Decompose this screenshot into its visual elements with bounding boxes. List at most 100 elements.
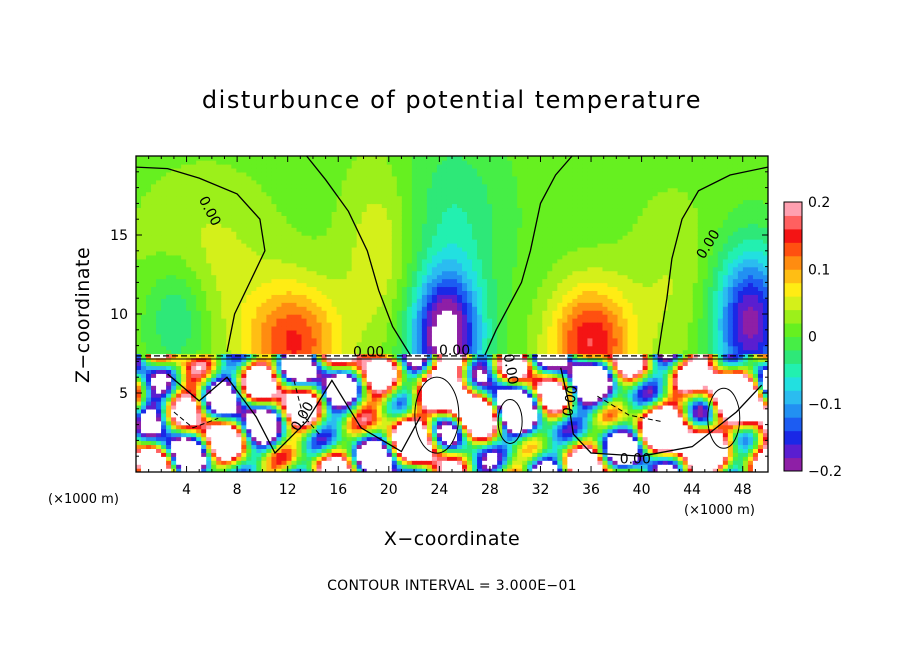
field-cell (386, 396, 393, 402)
field-cell (441, 199, 448, 205)
field-cell (151, 464, 157, 469)
field-cell (136, 314, 142, 319)
field-cell (386, 329, 393, 335)
field-cell (251, 159, 258, 165)
field-cell (171, 314, 177, 319)
field-cell (261, 400, 268, 406)
field-cell (176, 286, 182, 291)
field-cell (426, 250, 433, 256)
field-cell (156, 317, 162, 323)
field-cell (446, 396, 453, 402)
field-cell (376, 420, 383, 426)
field-cell (316, 400, 323, 406)
field-cell (296, 187, 303, 193)
field-cell (171, 195, 177, 201)
field-cell (421, 286, 428, 291)
field-cell (331, 329, 338, 335)
field-cell (246, 432, 253, 438)
field-cell (406, 373, 413, 378)
field-cell (271, 456, 278, 461)
field-cell (206, 266, 212, 272)
field-cell (351, 171, 358, 177)
field-cell (306, 440, 313, 446)
field-cell (141, 199, 147, 205)
field-cell (256, 227, 263, 232)
field-cell (366, 440, 373, 446)
field-cell (256, 460, 263, 465)
field-cell (261, 282, 268, 288)
field-cell (386, 464, 393, 469)
field-cell (406, 187, 413, 193)
field-cell (386, 242, 393, 248)
field-cell (161, 163, 167, 169)
field-cell (286, 278, 293, 284)
field-cell (331, 389, 338, 394)
field-cell (156, 329, 162, 335)
field-cell (141, 242, 147, 248)
field-cell (146, 223, 152, 228)
field-cell (306, 195, 313, 201)
field-cell (256, 167, 263, 173)
field-cell (201, 191, 207, 197)
field-cell (181, 191, 187, 197)
field-cell (251, 393, 258, 398)
field-cell (141, 385, 147, 390)
field-cell (346, 238, 353, 244)
field-cell (436, 163, 443, 169)
field-cell (441, 432, 448, 438)
field-cell (381, 468, 388, 472)
field-cell (171, 235, 177, 240)
field-cell (156, 183, 162, 189)
field-cell (321, 460, 328, 465)
field-cell (396, 428, 403, 434)
field-cell (221, 353, 227, 359)
field-cell (321, 369, 328, 374)
field-cell (361, 361, 368, 367)
field-cell (286, 219, 293, 224)
field-cell (306, 349, 313, 355)
field-cell (201, 175, 207, 181)
field-cell (326, 345, 333, 351)
field-cell (261, 199, 268, 205)
field-cell (291, 428, 298, 434)
field-cell (306, 396, 313, 402)
field-cell (266, 262, 273, 268)
field-cell (146, 333, 152, 339)
field-cell (151, 345, 157, 351)
field-cell (406, 365, 413, 370)
field-cell (166, 278, 172, 284)
field-cell (371, 329, 378, 335)
field-cell (246, 468, 253, 472)
field-cell (256, 353, 263, 359)
field-cell (221, 329, 227, 335)
field-cell (396, 246, 403, 252)
field-cell (271, 412, 278, 418)
field-cell (341, 373, 348, 378)
field-cell (281, 377, 288, 382)
field-cell (371, 235, 378, 240)
field-cell (386, 357, 393, 363)
field-cell (286, 385, 293, 390)
field-cell (291, 420, 298, 426)
field-cell (331, 163, 338, 169)
field-cell (281, 274, 288, 280)
field-cell (326, 274, 333, 280)
field-cell (346, 464, 353, 469)
field-cell (221, 171, 227, 177)
field-cell (186, 349, 192, 355)
field-cell (256, 211, 263, 216)
field-cell (316, 227, 323, 232)
field-cell (191, 365, 197, 370)
field-cell (371, 440, 378, 446)
field-cell (271, 266, 278, 272)
field-cell (311, 183, 318, 189)
field-cell (151, 408, 157, 414)
field-cell (146, 389, 152, 394)
field-cell (241, 215, 248, 220)
field-cell (341, 396, 348, 402)
field-cell (156, 381, 162, 386)
field-cell (251, 314, 258, 319)
field-cell (301, 298, 308, 303)
field-cell (371, 207, 378, 212)
field-cell (286, 156, 293, 161)
